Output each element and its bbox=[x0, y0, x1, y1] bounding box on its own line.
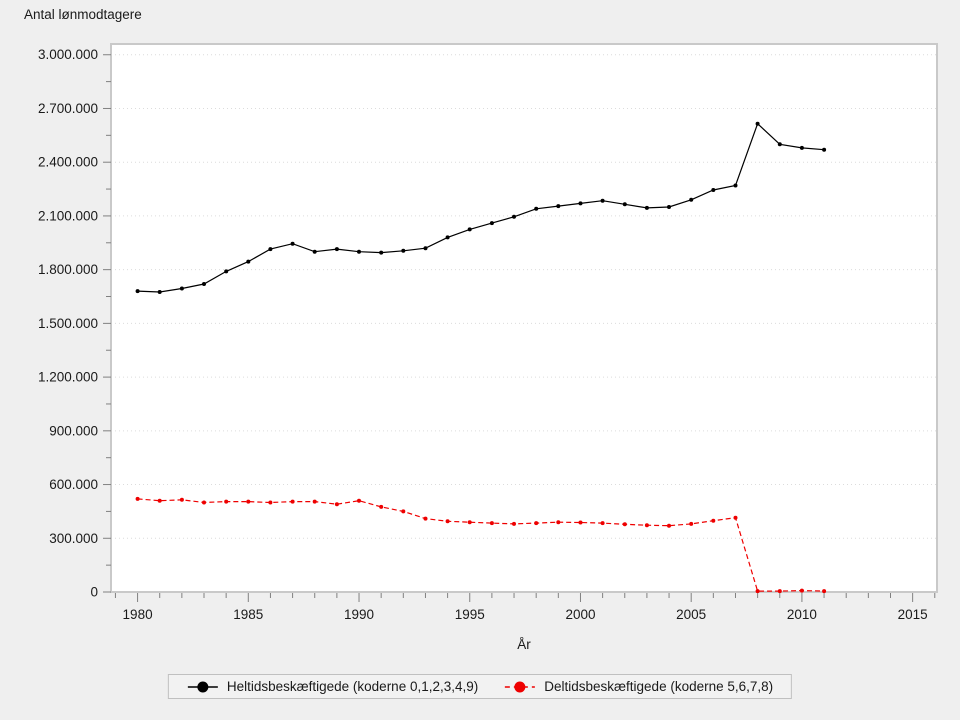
data-point bbox=[534, 521, 539, 526]
data-point bbox=[644, 205, 649, 210]
data-point bbox=[733, 515, 738, 520]
data-point bbox=[600, 521, 605, 526]
data-point bbox=[689, 197, 694, 202]
data-point bbox=[357, 249, 361, 254]
y-tick-label: 2.100.000 bbox=[38, 208, 98, 223]
y-axis-title: Antal lønmodtagere bbox=[24, 7, 142, 22]
data-point bbox=[622, 522, 627, 527]
data-point bbox=[622, 202, 627, 207]
legend: Heltidsbeskæftigede (koderne 0,1,2,3,4,9… bbox=[167, 674, 793, 699]
plot-border bbox=[110, 43, 938, 593]
data-point bbox=[578, 201, 583, 206]
data-point bbox=[822, 147, 827, 152]
data-point bbox=[423, 246, 428, 251]
data-point bbox=[179, 497, 184, 502]
plot-area: 0 300.000 600.000 900.000 1.200.000 1.500.000… bbox=[38, 43, 938, 622]
y-tick-label: 900.000 bbox=[49, 423, 98, 438]
y-tick-label: 2.700.000 bbox=[38, 101, 98, 116]
data-point bbox=[733, 183, 738, 188]
data-point bbox=[556, 204, 561, 209]
data-point bbox=[334, 502, 339, 507]
data-point bbox=[777, 589, 782, 594]
data-point bbox=[467, 227, 472, 232]
data-point bbox=[290, 241, 295, 246]
data-point bbox=[135, 496, 140, 501]
legend-item-fulltime: Heltidsbeskæftigede (koderne 0,1,2,3,4,9… bbox=[187, 679, 478, 694]
data-point bbox=[135, 289, 140, 294]
legend-label-parttime: Deltidsbeskæftigede (koderne 5,6,7,8) bbox=[544, 679, 774, 694]
data-point bbox=[489, 221, 494, 226]
data-point bbox=[268, 247, 273, 252]
data-point bbox=[556, 520, 561, 525]
data-point bbox=[578, 520, 583, 525]
data-point bbox=[445, 235, 450, 240]
data-point bbox=[246, 499, 251, 504]
y-tick-label: 3.000.000 bbox=[38, 47, 98, 62]
data-point bbox=[423, 516, 428, 521]
x-tick-label: 1985 bbox=[233, 607, 263, 622]
data-point bbox=[157, 498, 162, 503]
data-point bbox=[202, 282, 206, 286]
data-point bbox=[711, 188, 716, 192]
data-point bbox=[822, 589, 827, 594]
x-tick-label: 2000 bbox=[565, 607, 595, 622]
y-tick-label: 600.000 bbox=[49, 477, 98, 492]
data-point bbox=[600, 198, 605, 203]
y-tick-label: 1.200.000 bbox=[38, 370, 98, 385]
data-point bbox=[512, 521, 516, 526]
x-axis-label: År bbox=[517, 637, 531, 652]
data-point bbox=[246, 259, 251, 264]
data-point bbox=[799, 588, 804, 593]
y-tick-label: 0 bbox=[90, 585, 98, 600]
data-point bbox=[667, 523, 671, 528]
data-point bbox=[534, 206, 539, 211]
data-point bbox=[312, 249, 317, 254]
data-point bbox=[290, 499, 295, 504]
data-point bbox=[357, 498, 361, 503]
data-point bbox=[777, 142, 782, 147]
data-point bbox=[689, 521, 694, 526]
data-point bbox=[667, 205, 671, 209]
legend-label-fulltime: Heltidsbeskæftigede (koderne 0,1,2,3,4,9… bbox=[226, 679, 479, 694]
data-point bbox=[312, 499, 317, 504]
data-point bbox=[445, 519, 450, 524]
fulltime-series-marker-icon bbox=[187, 681, 218, 692]
x-tick-label: 2015 bbox=[898, 607, 928, 622]
data-point bbox=[489, 521, 494, 526]
y-tick-label: 2.400.000 bbox=[38, 155, 98, 170]
data-point bbox=[799, 145, 804, 150]
data-point bbox=[334, 247, 339, 252]
data-point bbox=[755, 589, 760, 594]
x-tick-label: 2010 bbox=[787, 607, 817, 622]
series-line-fulltime bbox=[137, 122, 825, 293]
data-point bbox=[268, 500, 273, 505]
x-tick-label: 2005 bbox=[676, 607, 706, 622]
x-tick-label: 1990 bbox=[344, 607, 374, 622]
data-point bbox=[401, 248, 406, 253]
data-point bbox=[644, 523, 649, 528]
y-tick-label: 1.500.000 bbox=[38, 316, 98, 331]
x-tick-label: 1995 bbox=[455, 607, 485, 622]
data-point bbox=[512, 214, 516, 219]
data-point bbox=[379, 504, 384, 509]
y-tick-label: 300.000 bbox=[49, 531, 98, 546]
data-point bbox=[224, 499, 229, 504]
x-tick-label: 1980 bbox=[123, 607, 153, 622]
data-point bbox=[467, 520, 472, 525]
data-point bbox=[711, 518, 716, 523]
data-point bbox=[224, 269, 229, 274]
plot-background bbox=[111, 44, 937, 592]
data-point bbox=[179, 286, 184, 291]
y-tick-label: 1.800.000 bbox=[38, 262, 98, 277]
data-point bbox=[202, 500, 206, 505]
series-line-parttime bbox=[137, 498, 825, 592]
legend-item-parttime: Deltidsbeskæftigede (koderne 5,6,7,8) bbox=[504, 679, 773, 694]
parttime-series-marker-icon bbox=[505, 681, 536, 692]
data-point bbox=[755, 121, 760, 126]
data-point bbox=[401, 509, 406, 514]
data-point bbox=[157, 290, 162, 294]
data-point bbox=[379, 250, 384, 255]
